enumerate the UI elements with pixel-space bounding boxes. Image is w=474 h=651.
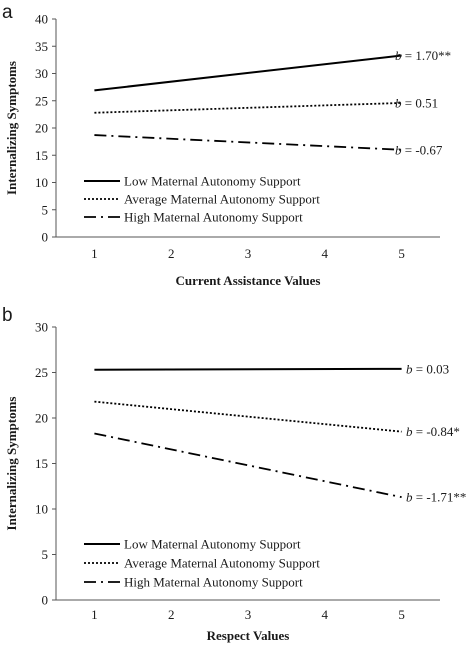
y-tick-label: 20 xyxy=(35,121,48,136)
slope-annotation: b = 1.70** xyxy=(395,48,451,63)
x-tick-label: 5 xyxy=(398,246,405,261)
slope-annotation-b: b xyxy=(395,95,402,110)
series-line-dashdot xyxy=(94,134,402,151)
slope-annotation: b = -1.71** xyxy=(406,490,466,505)
x-tick-label: 5 xyxy=(398,607,405,622)
y-tick-label: 25 xyxy=(35,93,48,108)
x-tick-label: 3 xyxy=(245,246,252,261)
series-line-dotted xyxy=(94,102,402,114)
legend-label: Low Maternal Autonomy Support xyxy=(124,537,301,552)
slope-annotation-value: = -1.71** xyxy=(413,490,467,505)
slope-annotation-b: b xyxy=(406,361,413,376)
slope-annotation: b = -0.84* xyxy=(406,424,460,439)
slope-annotation-b: b xyxy=(395,142,402,157)
panel-label: b xyxy=(2,305,13,326)
y-tick-label: 5 xyxy=(42,202,49,217)
legend-label: Average Maternal Autonomy Support xyxy=(124,556,320,571)
slope-annotation-value: = -0.84* xyxy=(413,424,460,439)
series-line-solid xyxy=(94,54,402,92)
series-line-dotted xyxy=(94,400,402,433)
panel-label: a xyxy=(2,2,13,23)
y-tick-label: 35 xyxy=(35,39,48,54)
y-tick-label: 30 xyxy=(35,320,48,335)
slope-annotation-value: = 1.70** xyxy=(402,48,452,63)
slope-annotation: b = -0.67 xyxy=(395,142,443,157)
slope-annotation-b: b xyxy=(395,48,402,63)
slope-annotation-b: b xyxy=(406,424,413,439)
slope-annotation: b = 0.03 xyxy=(406,361,449,376)
y-tick-label: 10 xyxy=(35,502,48,517)
x-tick-label: 4 xyxy=(322,607,329,622)
y-tick-label: 15 xyxy=(35,148,48,163)
slope-annotation-value: = 0.03 xyxy=(413,361,450,376)
slope-annotation-value: = 0.51 xyxy=(402,95,439,110)
y-axis-title: Internalizing Symptoms xyxy=(4,397,19,531)
y-tick-label: 40 xyxy=(35,12,48,27)
x-tick-label: 3 xyxy=(245,607,252,622)
slope-annotation-b: b xyxy=(406,490,413,505)
x-tick-label: 4 xyxy=(322,246,329,261)
x-tick-label: 1 xyxy=(91,607,98,622)
x-tick-label: 2 xyxy=(168,246,175,261)
y-tick-label: 10 xyxy=(35,175,48,190)
y-tick-label: 15 xyxy=(35,456,48,471)
y-axis-title: Internalizing Symptoms xyxy=(4,61,19,195)
y-tick-label: 0 xyxy=(42,593,49,608)
x-axis-title: Current Assistance Values xyxy=(176,273,321,288)
y-tick-label: 20 xyxy=(35,411,48,426)
y-tick-label: 30 xyxy=(35,66,48,81)
slope-annotation-value: = -0.67 xyxy=(402,142,443,157)
chart-panel-a: a 0 5 10 15 20 25 30 35 40 1 2 3 4 5 Current Assistance… xyxy=(2,2,451,288)
legend-label: Low Maternal Autonomy Support xyxy=(124,174,301,189)
x-tick-label: 1 xyxy=(91,246,98,261)
series-line-solid xyxy=(94,367,402,371)
legend-label: High Maternal Autonomy Support xyxy=(124,210,303,225)
chart-panel-b: b 0 5 10 15 20 25 30 1 2 3 4 5 Respect Values Internal… xyxy=(2,305,466,643)
y-tick-label: 25 xyxy=(35,365,48,380)
y-tick-label: 5 xyxy=(42,547,49,562)
series-line-dashdot xyxy=(94,432,402,499)
x-tick-label: 2 xyxy=(168,607,175,622)
legend-label: High Maternal Autonomy Support xyxy=(124,575,303,590)
slope-annotation: b = 0.51 xyxy=(395,95,438,110)
y-tick-label: 0 xyxy=(42,230,49,245)
legend-label: Average Maternal Autonomy Support xyxy=(124,192,320,207)
x-axis-title: Respect Values xyxy=(207,628,290,643)
